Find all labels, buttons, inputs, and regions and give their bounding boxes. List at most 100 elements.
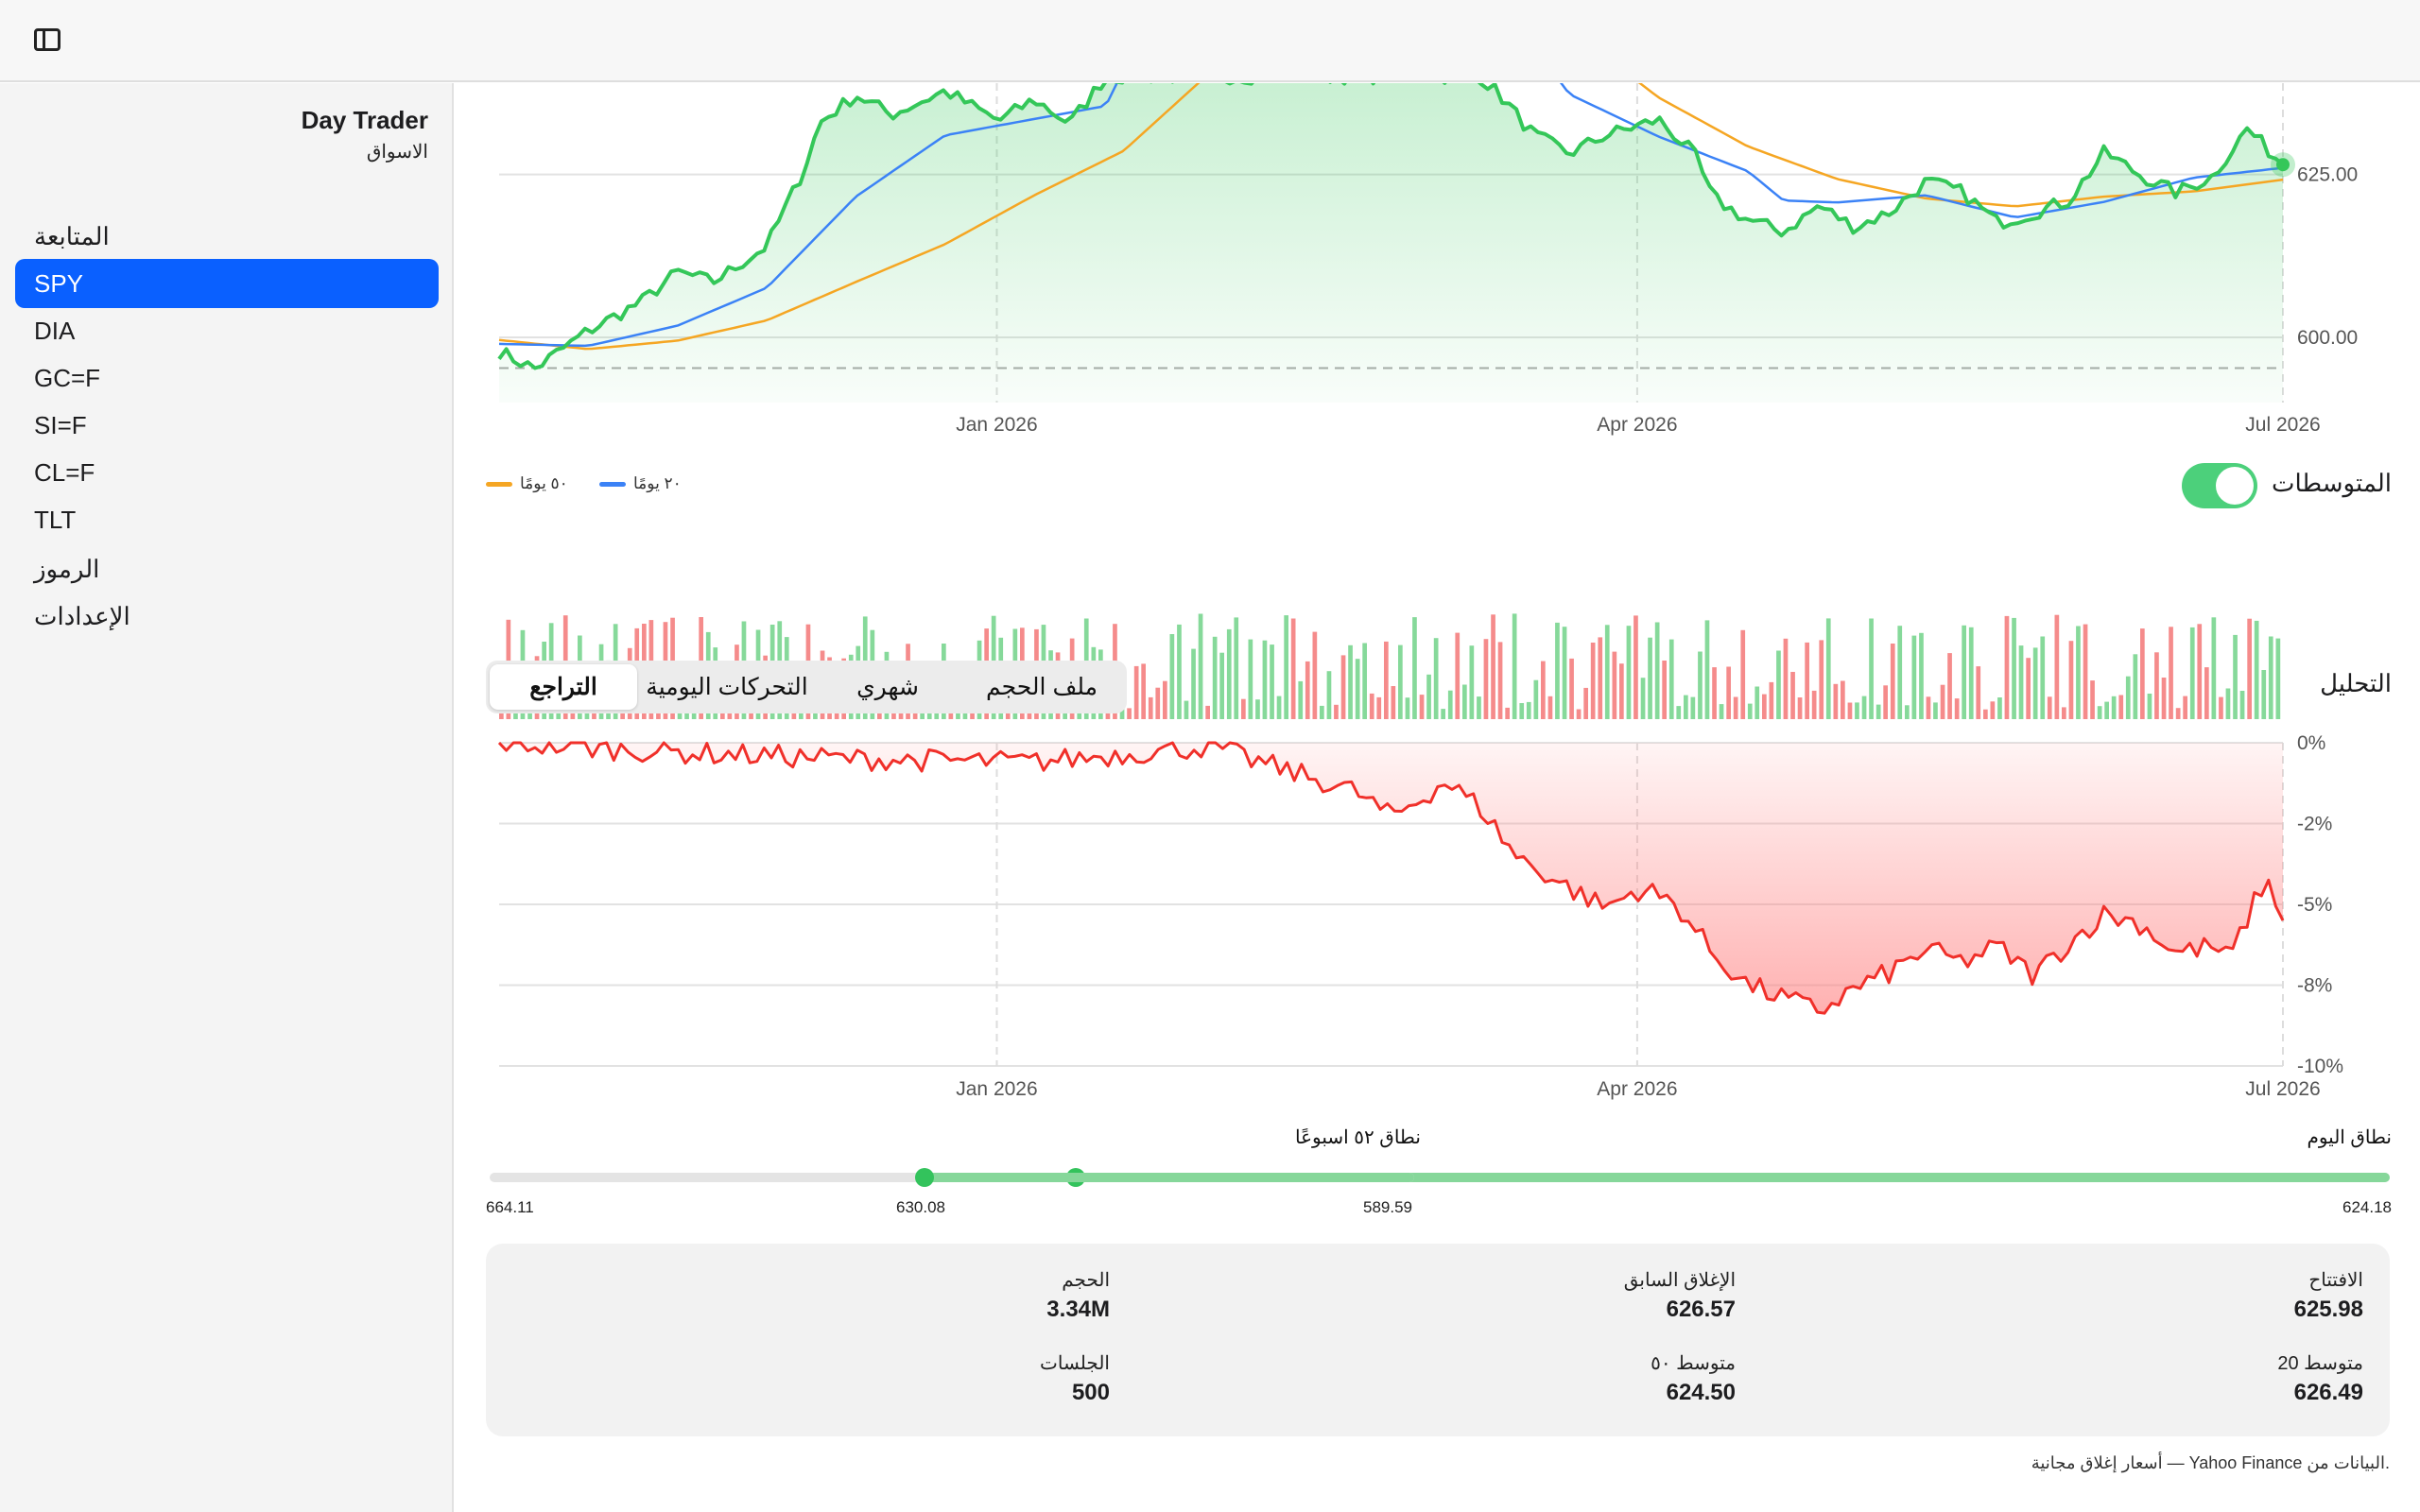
volume-bar xyxy=(1926,696,1931,719)
stat-volume-value: 3.34M xyxy=(1046,1297,1110,1322)
tab-daily-moves[interactable]: التحركات اليومية xyxy=(646,674,808,700)
sidebar-item-watchlist[interactable]: المتابعة xyxy=(34,222,110,250)
analysis-tabs: التراجع التحركات اليومية شهري ملف الحجم xyxy=(486,661,1127,713)
volume-bar xyxy=(1583,687,1588,719)
volume-bar xyxy=(677,709,683,719)
sidebar-item-spy[interactable]: SPY xyxy=(15,259,439,308)
volume-bar xyxy=(2047,696,2052,719)
price-x-tick-label: Jan 2026 xyxy=(956,414,1037,436)
volume-bar xyxy=(1284,615,1288,719)
volume-bar xyxy=(2054,614,2060,719)
price-area xyxy=(499,83,2283,403)
price-y-tick-label: 600.00 xyxy=(2297,327,2358,349)
volume-bar xyxy=(2125,676,2131,719)
price-y-tick-label: 625.00 xyxy=(2297,164,2358,186)
volume-bar xyxy=(2012,617,2016,719)
day-range-low: 624.18 xyxy=(2342,1198,2392,1216)
tab-monthly[interactable]: شهري xyxy=(856,674,919,700)
volume-bar xyxy=(1626,626,1632,719)
volume-bar xyxy=(2225,688,2231,719)
sidebar-toggle-icon[interactable] xyxy=(34,28,60,51)
stat-volume-label: الحجم xyxy=(1062,1270,1110,1291)
drawdown-chart[interactable]: 0% -2% -5% -8% -10% Jan 2026 Apr 2026 Jul 2026 xyxy=(456,83,2420,1123)
volume-bar xyxy=(1698,651,1703,719)
volume-bar xyxy=(1219,652,1224,719)
app-title: Day Trader xyxy=(301,106,428,134)
volume-bar xyxy=(1954,698,1960,719)
week52-range-fill xyxy=(924,1173,1414,1182)
sidebar-item-silver[interactable]: SI=F xyxy=(34,411,87,439)
volume-bar xyxy=(1148,696,1153,719)
volume-bar xyxy=(1990,701,1996,719)
volume-bar xyxy=(1855,702,1859,719)
volume-bar xyxy=(1547,696,1553,719)
volume-bar xyxy=(2026,658,2031,719)
volume-bar xyxy=(1662,661,1667,719)
volume-bar xyxy=(1754,686,1760,719)
volume-bar xyxy=(1405,697,1410,719)
volume-bar xyxy=(1348,644,1353,719)
drawdown-x-tick-label: Apr 2026 xyxy=(1597,1078,1677,1100)
price-x-tick-label: Jul 2026 xyxy=(2245,414,2320,436)
volume-bar xyxy=(2268,636,2273,719)
sidebar-item-dia[interactable]: DIA xyxy=(34,317,76,345)
volume-bar xyxy=(2133,654,2138,719)
volume-bar xyxy=(2140,628,2145,719)
legend-ma50-label: ٥٠ يومًا xyxy=(520,474,568,492)
price-chart[interactable]: 625.00 600.00 Jan 2026 Apr 2026 Jul 2026 xyxy=(456,83,2420,452)
volume-bar xyxy=(1962,625,1966,719)
ma50-line xyxy=(498,83,2284,351)
volume-bar xyxy=(1847,702,1853,719)
moving-averages-toggle[interactable] xyxy=(2182,463,2257,508)
volume-bar xyxy=(1668,639,1674,719)
volume-bar xyxy=(1469,645,1475,719)
stat-open-value: 625.98 xyxy=(2293,1297,2363,1322)
volume-bar xyxy=(1384,641,1389,719)
price-line xyxy=(497,83,2285,370)
sidebar-item-symbols[interactable]: الرموز xyxy=(34,555,100,583)
drawdown-y-tick-label: -10% xyxy=(2297,1056,2343,1077)
volume-bar xyxy=(2161,678,2167,719)
tab-volume-profile[interactable]: ملف الحجم xyxy=(986,674,1098,700)
drawdown-area xyxy=(499,743,2283,1014)
volume-bar xyxy=(2040,636,2046,719)
volume-bar xyxy=(1769,681,1774,719)
volume-bar xyxy=(1541,661,1546,719)
volume-bar xyxy=(1690,696,1696,719)
volume-bar xyxy=(1483,639,1489,719)
tab-drawdown[interactable]: التراجع xyxy=(490,664,637,710)
volume-bar xyxy=(2111,696,2117,719)
sidebar-item-gold[interactable]: GC=F xyxy=(34,364,101,392)
volume-bar xyxy=(1477,696,1481,719)
volume-bar xyxy=(1869,618,1874,719)
drawdown-y-tick-label: -5% xyxy=(2297,894,2332,916)
volume-bar xyxy=(1169,634,1175,719)
data-source-note: أسعار إغلاق مجانية — Yahoo Finance البيا… xyxy=(2031,1453,2390,1472)
sidebar-item-tlt[interactable]: TLT xyxy=(34,506,77,534)
drawdown-y-tick-label: -2% xyxy=(2297,814,2332,835)
volume-bar xyxy=(1512,613,1517,719)
volume-bar xyxy=(1640,678,1646,719)
volume-bar xyxy=(1163,680,1167,719)
sidebar-item-crude[interactable]: CL=F xyxy=(34,458,95,487)
volume-bar xyxy=(1997,697,2002,719)
volume-bar xyxy=(1362,643,1367,719)
volume-bar xyxy=(2239,691,2245,719)
volume-bar xyxy=(1491,614,1495,719)
sidebar-item-settings[interactable]: الإعدادات xyxy=(34,602,130,630)
volume-bar xyxy=(1441,709,1445,719)
volume-bar xyxy=(1905,705,1910,719)
volume-bar xyxy=(2004,615,2010,719)
volume-bar xyxy=(1426,674,1431,719)
volume-bar xyxy=(1212,636,1218,719)
volume-bar xyxy=(1398,644,1403,719)
volume-bar xyxy=(1447,690,1453,719)
volume-bar xyxy=(1270,644,1274,719)
volume-bar xyxy=(1762,694,1767,719)
volume-bar xyxy=(1205,705,1210,719)
volume-bar xyxy=(1747,703,1753,719)
volume-bar xyxy=(2062,707,2066,719)
volume-bar xyxy=(1819,640,1824,719)
volume-bar xyxy=(1790,672,1795,719)
volume-bar xyxy=(1191,648,1196,719)
